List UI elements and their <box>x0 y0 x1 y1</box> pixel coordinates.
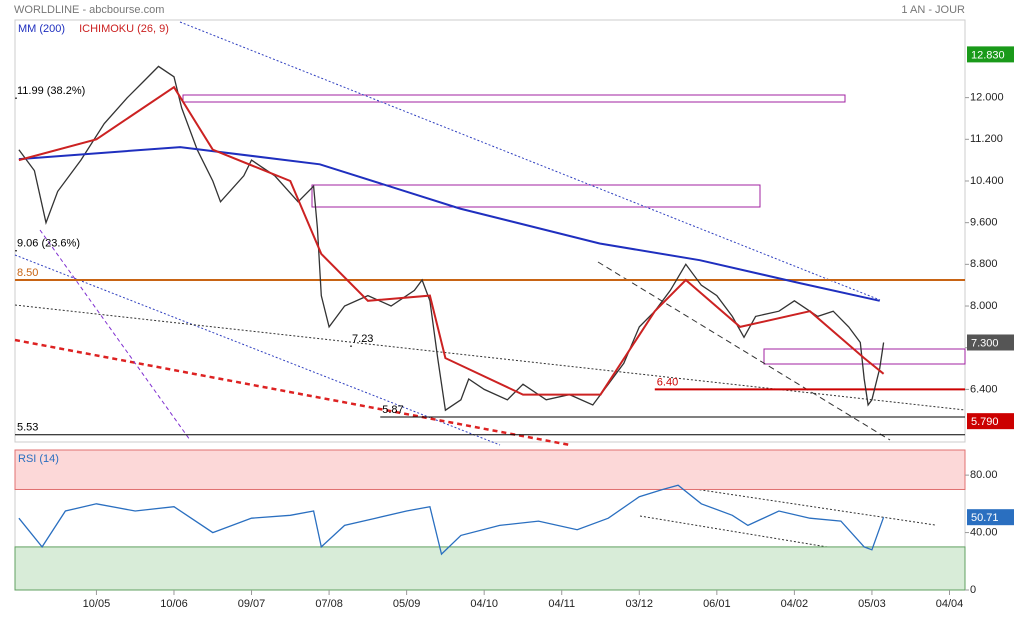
series-line <box>18 146 880 302</box>
level-label: 8.50 <box>17 267 38 279</box>
price-badge-label: 5.790 <box>971 416 999 428</box>
rsi-title: RSI (14) <box>18 453 59 465</box>
x-tick-label: 09/07 <box>238 598 266 610</box>
trend-line <box>14 254 501 446</box>
y-tick-label: 10.400 <box>970 175 1004 187</box>
series-line <box>18 65 885 412</box>
level-label: 6.40 <box>657 376 678 388</box>
level-label: 11.99 (38.2%) <box>17 85 85 97</box>
trend-line <box>39 229 191 441</box>
x-tick-label: 07/08 <box>315 598 343 610</box>
series-line <box>18 484 885 556</box>
x-tick-label: 04/04 <box>936 598 964 610</box>
level-label: 7.23 <box>352 333 373 345</box>
y-tick-label: 6.400 <box>970 383 998 395</box>
y-tick-label: 80.00 <box>970 469 998 481</box>
y-tick-label: 9.600 <box>970 217 998 229</box>
x-tick-label: 10/05 <box>83 598 111 610</box>
price-badge-label: 50.71 <box>971 512 999 524</box>
annotations <box>14 21 966 563</box>
y-tick-label: 40.00 <box>970 526 998 538</box>
oversold-zone <box>14 546 966 591</box>
series-line <box>18 85 885 396</box>
trend-line <box>597 261 891 441</box>
zone <box>763 348 966 365</box>
trend-line <box>179 21 881 301</box>
chart-subtitle: 1 AN - JOUR <box>901 4 965 16</box>
x-tick-label: 03/12 <box>626 598 654 610</box>
y-tick-label: 0 <box>970 584 976 596</box>
price-badge-label: 7.300 <box>971 337 999 349</box>
price-badge <box>967 46 1014 63</box>
trend-line <box>14 304 966 411</box>
level-label: 5.87 <box>382 404 403 416</box>
y-tick-label: 8.800 <box>970 258 998 270</box>
price-badge <box>967 413 1014 430</box>
legend-entry: MM (200) <box>18 23 65 35</box>
level-label: 9.06 (23.6%) <box>17 238 80 250</box>
trend-line <box>639 515 919 563</box>
price-badge-label: 12.830 <box>971 49 1005 61</box>
y-tick-label: 8.000 <box>970 300 998 312</box>
x-tick-label: 04/02 <box>781 598 809 610</box>
legend-entry: ICHIMOKU (26, 9) <box>79 23 169 35</box>
x-tick-label: 10/06 <box>160 598 188 610</box>
x-tick-label: 05/09 <box>393 598 421 610</box>
price-badge <box>967 334 1014 351</box>
x-tick-label: 04/11 <box>548 598 575 610</box>
overbought-zone <box>14 449 966 490</box>
chart-title: WORLDLINE - abcbourse.com <box>14 4 164 16</box>
trend-line <box>14 338 571 447</box>
level-label: 5.53 <box>17 422 38 434</box>
zone <box>182 94 846 103</box>
price-frame <box>14 19 966 443</box>
x-tick-label: 06/01 <box>703 598 731 610</box>
x-tick-label: 04/10 <box>470 598 498 610</box>
y-tick-label: 11.200 <box>970 133 1003 145</box>
zone <box>311 184 761 208</box>
y-tick-label: 12.000 <box>970 92 1004 104</box>
x-tick-label: 05/03 <box>858 598 886 610</box>
price-badge <box>967 509 1014 526</box>
